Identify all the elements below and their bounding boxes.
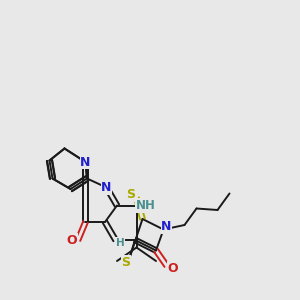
Text: S: S bbox=[122, 256, 130, 269]
Text: N: N bbox=[80, 155, 91, 169]
Text: H: H bbox=[116, 238, 124, 248]
Text: O: O bbox=[167, 262, 178, 275]
Text: NH: NH bbox=[136, 199, 155, 212]
Text: N: N bbox=[101, 181, 112, 194]
Text: S: S bbox=[126, 188, 135, 202]
Text: N: N bbox=[161, 220, 172, 233]
Text: O: O bbox=[67, 233, 77, 247]
